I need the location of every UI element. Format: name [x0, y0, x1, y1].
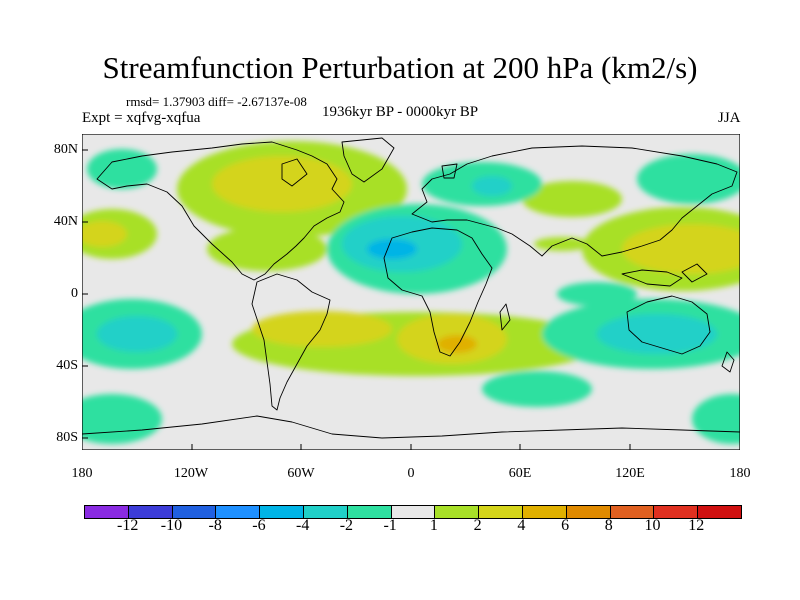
colorbar-label: 1 [429, 517, 438, 534]
colorbar-box [610, 506, 655, 518]
anomaly-s-indian-neg [482, 371, 592, 407]
lat-label-40n: 40N [53, 214, 78, 229]
colorbar-box [128, 506, 173, 518]
colorbar-label: 6 [561, 517, 570, 534]
colorbar-box [698, 506, 741, 518]
anomaly-alaska-neg [87, 149, 157, 189]
anomaly-n-pacific-neg [637, 154, 740, 204]
colorbar-box [172, 506, 217, 518]
coast-south-america [251, 273, 331, 411]
plot-title: Streamfunction Perturbation at 200 hPa (… [102, 50, 698, 85]
contour-fill-layer [82, 141, 740, 444]
streamfunction-map [82, 134, 740, 450]
lon-label-120w: 120W [173, 466, 209, 481]
lon-label-120e: 120E [615, 466, 645, 481]
colorbar-label: -8 [208, 517, 222, 534]
colorbar-label: -12 [117, 517, 139, 534]
coast-greenland [341, 137, 395, 183]
coast-africa [383, 227, 493, 357]
colorbar-box [435, 506, 480, 518]
colorbar-box [85, 506, 129, 518]
colorbar-box [260, 506, 304, 518]
anomaly-caribbean-pos [207, 227, 327, 271]
lon-label-0: 0 [407, 466, 415, 481]
colorbar-box [347, 506, 392, 518]
lon-label-180w: 180 [71, 466, 93, 481]
colorbar-label: -2 [339, 517, 354, 534]
colorbar-label: 4 [517, 517, 526, 534]
colorbar-box [479, 506, 523, 518]
colorbar-box [654, 506, 699, 518]
anomaly-s-ocean-neg-w [82, 394, 162, 444]
anomaly-n-america-core [212, 156, 352, 212]
experiment-label: Expt = xqfvg-xqfua [82, 110, 201, 126]
anomaly-asia-pos [522, 181, 622, 217]
coast-eurasia [411, 145, 738, 257]
coastlines [82, 137, 740, 439]
stats-label: rmsd= 1.37903 diff= -2.67137e-08 [126, 94, 307, 109]
coast-australia [626, 295, 711, 355]
colorbar-label: 8 [604, 517, 613, 534]
colorbar-box [216, 506, 261, 518]
coast-antarctica [82, 415, 740, 439]
colorbar-label: -6 [252, 517, 266, 534]
lon-label-180e: 180 [729, 466, 751, 481]
lon-label-60e: 60E [508, 466, 532, 481]
lat-label-80s: 80S [56, 430, 78, 445]
season-label: JJA [718, 110, 741, 126]
coast-north-america [96, 141, 345, 281]
lat-label-40s: 40S [56, 358, 78, 373]
colorbar-box [522, 506, 567, 518]
axis-ticks [82, 149, 631, 450]
colorbar-box [566, 506, 611, 518]
lat-label-0: 0 [71, 286, 78, 301]
colorbar-label: 10 [644, 517, 661, 534]
colorbar-box [303, 506, 348, 518]
colorbar-label: -10 [160, 517, 183, 534]
colorbar-label: -4 [295, 517, 310, 534]
colorbar-box [391, 506, 436, 518]
colorbar-label: 12 [688, 517, 705, 534]
colorbar-label: -1 [383, 517, 397, 534]
lat-label-80n: 80N [53, 142, 78, 157]
lon-label-60w: 60W [287, 466, 315, 481]
colorbar [84, 505, 742, 519]
period-label: 1936kyr BP - 0000kyr BP [322, 104, 479, 120]
colorbar-label: 2 [473, 517, 482, 534]
